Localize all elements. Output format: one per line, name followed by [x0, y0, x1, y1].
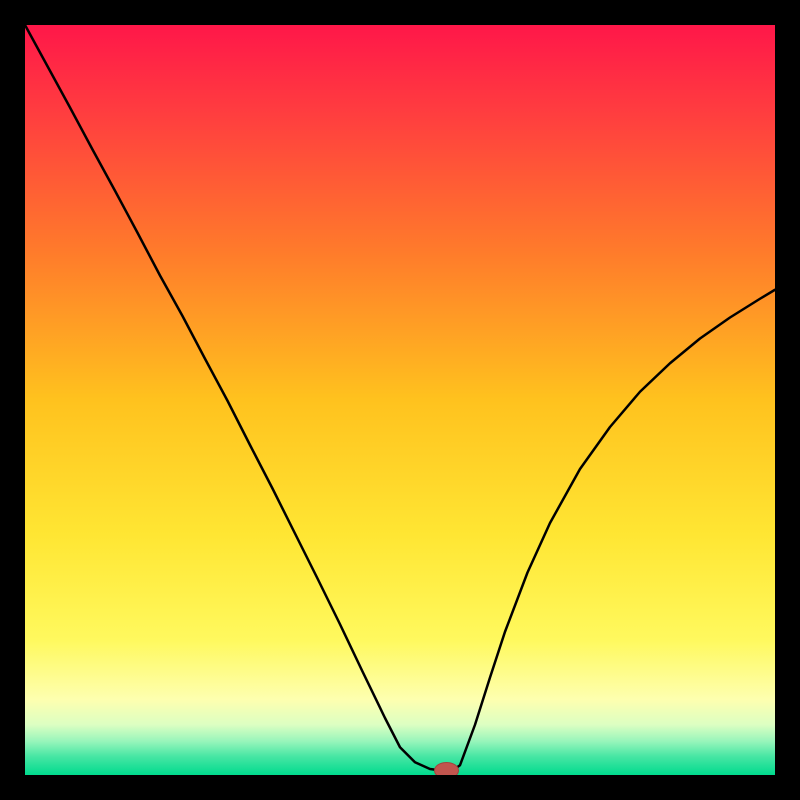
plot-area — [25, 25, 775, 775]
chart-frame: TheBottleneck.com — [0, 0, 800, 800]
chart-svg — [25, 25, 775, 775]
gradient-background — [25, 25, 775, 775]
minimum-marker — [435, 763, 459, 776]
